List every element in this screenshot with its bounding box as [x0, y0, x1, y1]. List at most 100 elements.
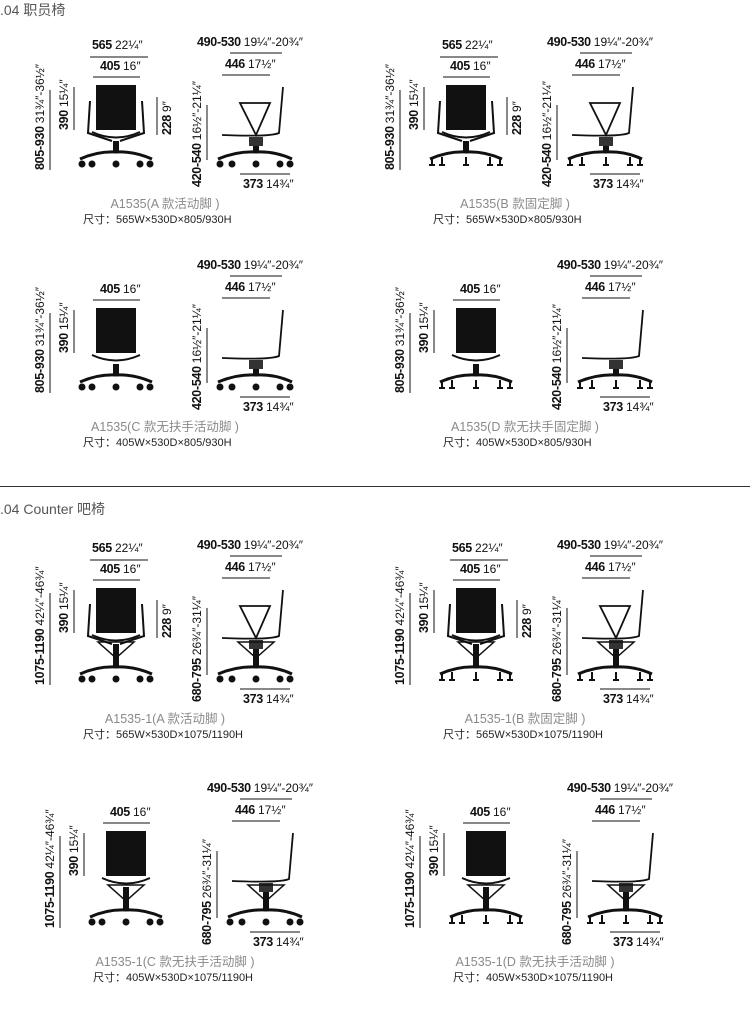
dimension-inches: 14¾″	[615, 177, 644, 191]
model-name: A1535-1(D 款无扶手活动脚 )	[455, 955, 615, 969]
mechanism-side	[599, 137, 613, 146]
dimension-seat-depth: 446 17½″	[225, 560, 276, 575]
dimension-inches: 22¼″	[114, 38, 143, 52]
chair-drawing	[409, 555, 653, 690]
dimension-mm: 805-930	[33, 126, 47, 170]
dimension-seat-height: 680-795 26¾″-31¼″	[560, 839, 575, 945]
dimension-depth: 490-530 19¼″-20¾″	[207, 781, 313, 796]
dimension-seat-height: 680-795 26¾″-31¼″	[200, 839, 215, 945]
dimension-inches: 17½″	[247, 280, 276, 294]
dimension-depth: 490-530 19¼″-20¾″	[557, 538, 663, 553]
dimension-arm-height: 2289″	[160, 604, 175, 638]
dimension-mm: 390	[57, 613, 71, 633]
dimension-inches: 9″	[160, 604, 174, 616]
dimension-mm: 390	[67, 856, 81, 876]
dimension-mm: 565	[92, 541, 112, 555]
dimension-mm: 565	[452, 541, 472, 555]
dimension-inner-width: 405 16″	[100, 59, 141, 74]
seat-front	[91, 354, 141, 362]
caster-wheel	[78, 675, 86, 683]
mechanism-side	[609, 360, 623, 369]
dimension-inner-width: 405 16″	[470, 805, 511, 820]
dimension-inches: 15¼″	[67, 825, 81, 854]
model-dimensions: 尺寸：565W×530D×1075/1190H	[443, 729, 604, 741]
dimension-inches: 16″	[132, 805, 151, 819]
dimension-inches: 16½″-21¼″	[190, 304, 204, 364]
dimension-overall-height: 1075-1190 42¼″-46¾″	[403, 809, 418, 928]
caster-wheel	[146, 675, 154, 683]
dimension-inches: 14¾″	[275, 935, 304, 949]
model-name: A1535(B 款固定脚 )	[460, 197, 570, 211]
armrest-left	[86, 100, 113, 142]
dimension-mm: 490-530	[197, 258, 241, 272]
model-name: A1535(A 款活动脚 )	[110, 197, 220, 211]
dimension-inches: 9″	[510, 101, 524, 113]
dimension-mm: 490-530	[207, 781, 251, 795]
section-title-counter: .04 Counter 吧椅	[0, 501, 106, 517]
model-dimensions: 尺寸：405W×530D×1075/1190H	[93, 972, 254, 984]
dimension-seat-depth: 446 17½″	[225, 280, 276, 295]
dimension-overall-height: 805-930 31¾″-36½″	[383, 64, 398, 170]
gas-column-side	[253, 369, 259, 376]
base-side	[577, 665, 653, 676]
dimension-mm: 446	[225, 57, 245, 71]
dimension-inches: 42¼″-46¾″	[33, 566, 47, 626]
dimension-mm: 405	[460, 562, 480, 576]
dimension-arm-height: 2289″	[160, 101, 175, 135]
dimension-back-height: 390 15¼″	[417, 582, 432, 633]
dimension-mm: 446	[585, 280, 605, 294]
dimension-mm: 228	[510, 115, 524, 135]
dimension-mm: 490-530	[547, 35, 591, 49]
dimension-mm: 1075-1190	[403, 871, 417, 928]
model-dimensions: 尺寸：405W×530D×805/930H	[83, 437, 232, 449]
dimension-inches: 9″	[520, 604, 534, 616]
dimension-inches: 14¾″	[625, 692, 654, 706]
gas-column-side	[613, 369, 619, 376]
dimension-inches: 14¾″	[635, 935, 664, 949]
chair-spec-panel: 565 22¼″ 405 16″ 490-530 19¼″-20¾″ 446 17½″ 1075…	[0, 500, 375, 741]
seat-front	[451, 354, 501, 362]
dimension-overall-height: 805-930 31¾″-36½″	[33, 64, 48, 170]
caster-wheel	[252, 160, 260, 168]
footring-side	[606, 884, 646, 903]
dimension-mm: 405	[100, 562, 120, 576]
dimension-outer-width: 565 22¼″	[442, 38, 493, 53]
dimension-mm: 390	[427, 856, 441, 876]
dimension-mm: 680-795	[190, 658, 204, 702]
base-front	[79, 665, 153, 676]
dimension-inches: 22¼″	[464, 38, 493, 52]
model-dimensions: 尺寸：565W×530D×805/930H	[83, 214, 232, 226]
dimension-overall-height: 805-930 31¾″-36½″	[393, 287, 408, 393]
dimension-mm: 680-795	[550, 658, 564, 702]
dimension-mm: 405	[110, 805, 130, 819]
mechanism-side	[249, 137, 263, 146]
dimension-mm: 565	[92, 38, 112, 52]
caster-wheel	[216, 383, 224, 391]
dimension-mm: 565	[442, 38, 462, 52]
caster-wheel	[146, 918, 154, 926]
mechanism-side	[609, 640, 623, 649]
model-name: A1535-1(C 款无扶手活动脚 )	[95, 955, 255, 969]
seat-and-back-side	[221, 309, 284, 360]
dimension-base: 373 14¾″	[593, 177, 644, 192]
dimension-inches: 16″	[122, 562, 141, 576]
dimension-mm: 390	[417, 333, 431, 353]
dimension-depth: 490-530 19¼″-20¾″	[197, 538, 303, 553]
dimension-inches: 16″	[492, 805, 511, 819]
backrest-front	[96, 308, 136, 353]
dimension-inner-width: 405 16″	[460, 282, 501, 297]
dimension-mm: 373	[613, 935, 633, 949]
caster-wheel	[146, 160, 154, 168]
caster-wheel	[216, 675, 224, 683]
footring-side	[246, 884, 286, 903]
armrest-side	[598, 605, 632, 641]
dimension-arm-height: 2289″	[520, 604, 535, 638]
model-dimensions: 尺寸：565W×530D×1075/1190H	[83, 729, 244, 741]
dimension-mm: 390	[57, 333, 71, 353]
caster-wheel	[286, 383, 294, 391]
caster-wheel	[88, 918, 96, 926]
gas-column-front	[123, 887, 129, 911]
dimension-mm: 420-540	[190, 366, 204, 410]
dimension-base: 373 14¾″	[603, 692, 654, 707]
dimension-inches: 14¾″	[625, 400, 654, 414]
